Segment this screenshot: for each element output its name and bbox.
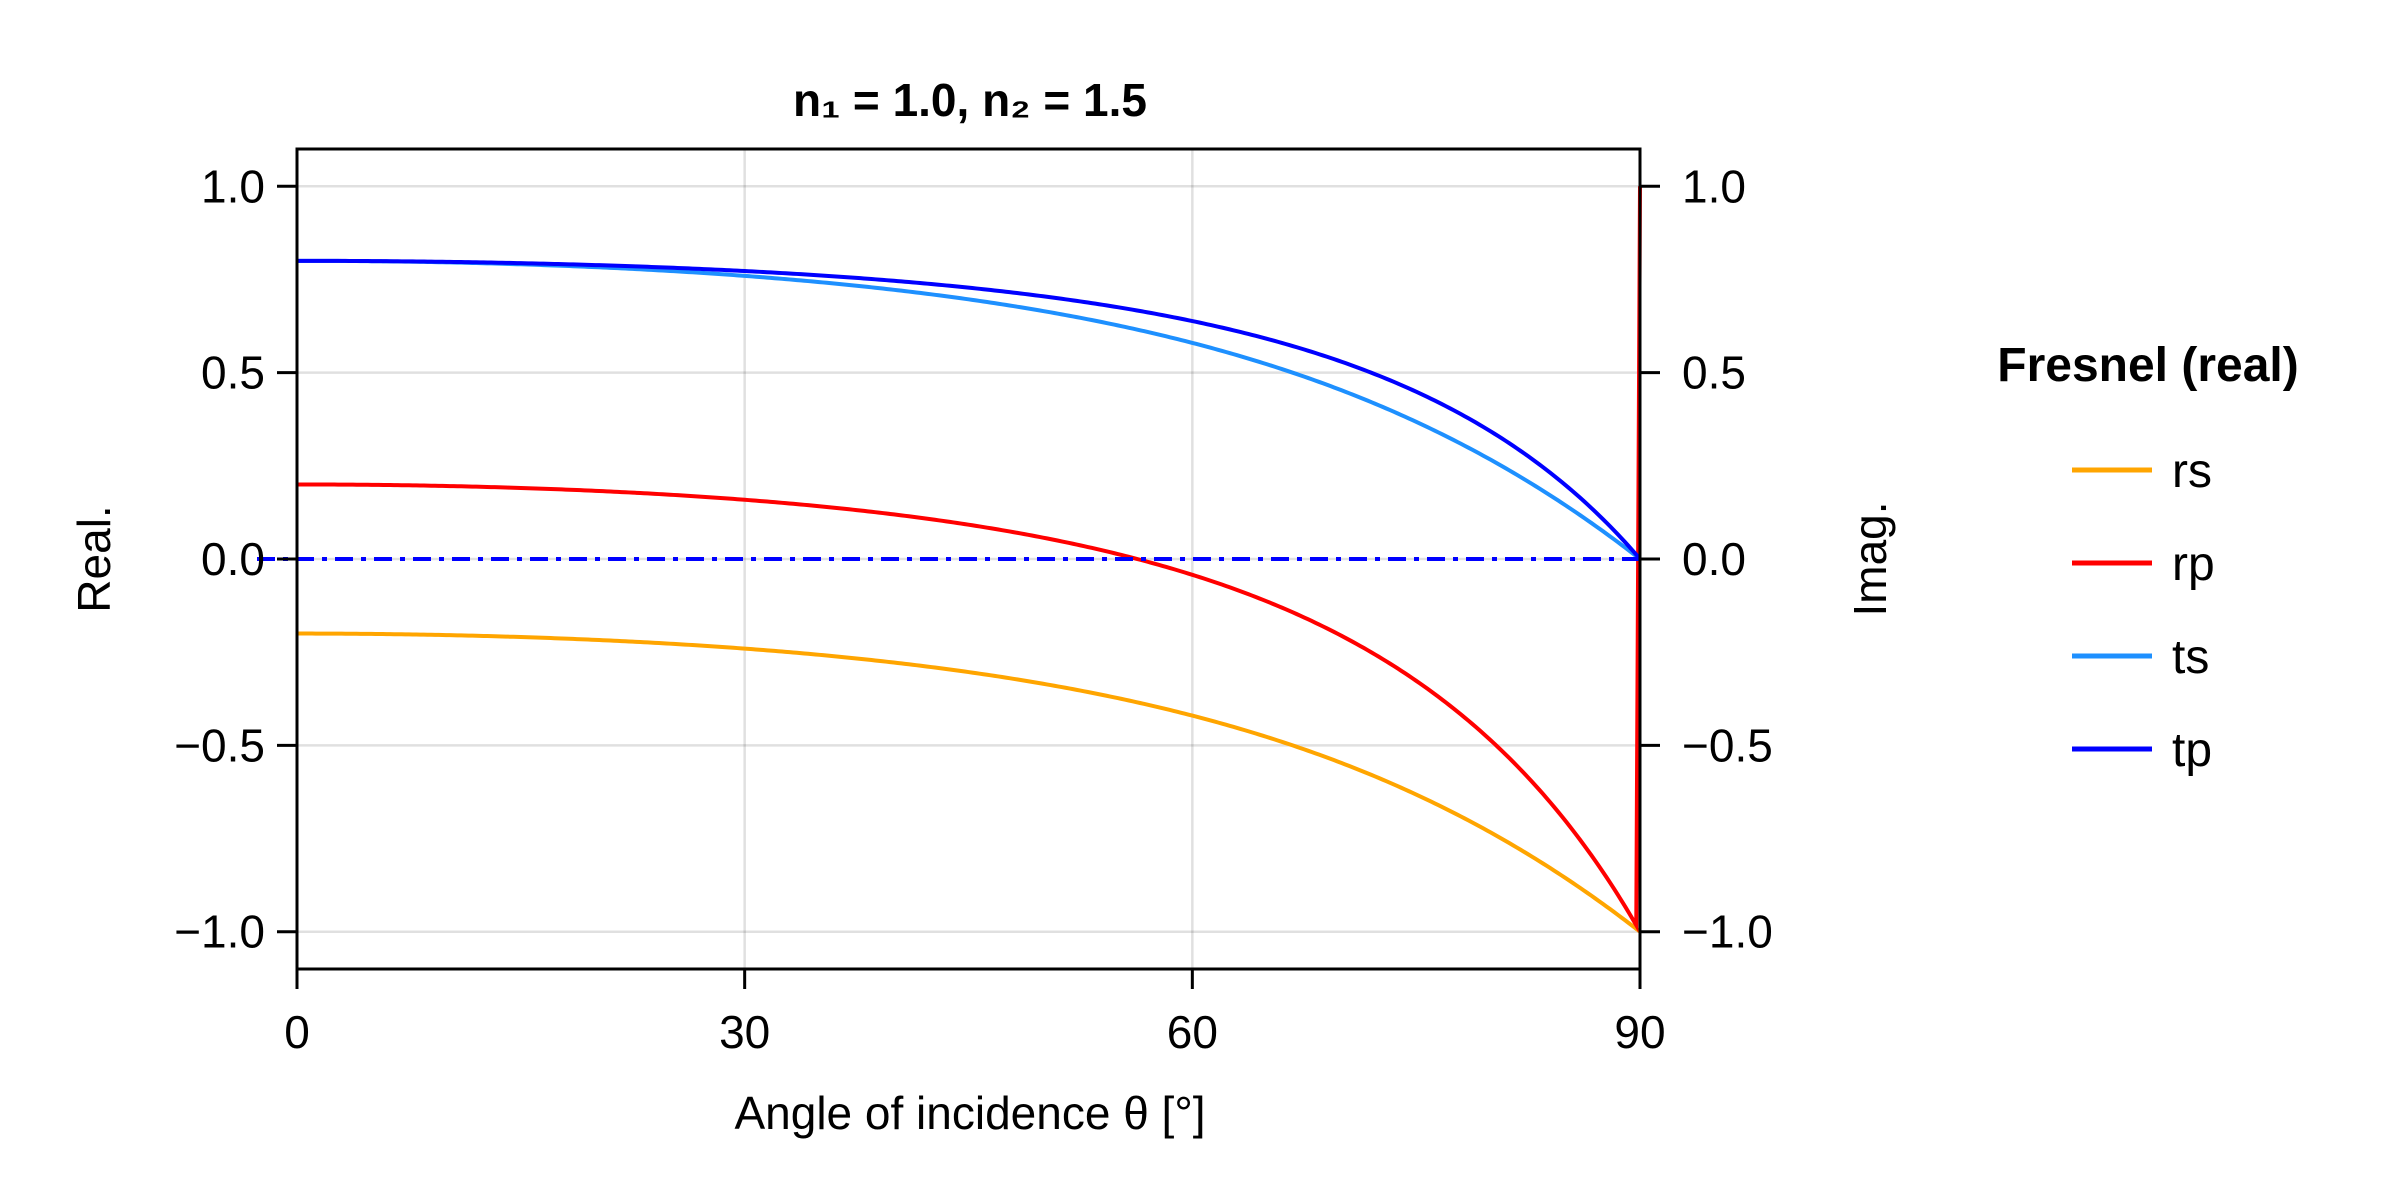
legend-label-tp: tp (2172, 724, 2212, 777)
legend-title: Fresnel (real) (1997, 339, 2298, 392)
xtick-label-0: 0 (284, 1006, 310, 1058)
tick-layer (277, 184, 1660, 989)
chart-title: n₁ = 1.0, n₂ = 1.5 (793, 74, 1147, 126)
ytick-left-label-neg1: −1.0 (174, 906, 265, 958)
ytick-left-label-neg05: −0.5 (174, 719, 265, 771)
legend-label-rp: rp (2172, 538, 2215, 591)
series-rp-line (296, 186, 1642, 933)
legend-label-ts: ts (2172, 631, 2209, 684)
y-axis-left-label: Real. (68, 505, 120, 612)
xtick-label-90: 90 (1614, 1006, 1665, 1058)
ytick-left-label-05: 0.5 (201, 347, 265, 399)
xtick-label-60: 60 (1167, 1006, 1218, 1058)
series-rs-line (297, 631, 1642, 934)
xtick-label-30: 30 (719, 1006, 770, 1058)
ytick-left-label-0: 0.0 (201, 533, 265, 585)
series-ts-line (297, 258, 1642, 561)
series-layer (257, 186, 1642, 934)
ytick-right-label-05: 0.5 (1682, 347, 1746, 399)
legend-label-rs: rs (2172, 445, 2212, 498)
y-axis-right-label: Imag. (1844, 501, 1896, 616)
ytick-right-label-0: 0.0 (1682, 533, 1746, 585)
x-axis-label: Angle of incidence θ [°] (734, 1087, 1205, 1139)
ytick-right-label-neg05: −0.5 (1682, 719, 1773, 771)
legend: Fresnel (real) rs rp ts tp (1997, 339, 2298, 777)
ytick-right-label-1: 1.0 (1682, 160, 1746, 212)
ytick-left-label-1: 1.0 (201, 160, 265, 212)
ytick-right-label-neg1: −1.0 (1682, 906, 1773, 958)
series-tp-line (297, 258, 1642, 561)
